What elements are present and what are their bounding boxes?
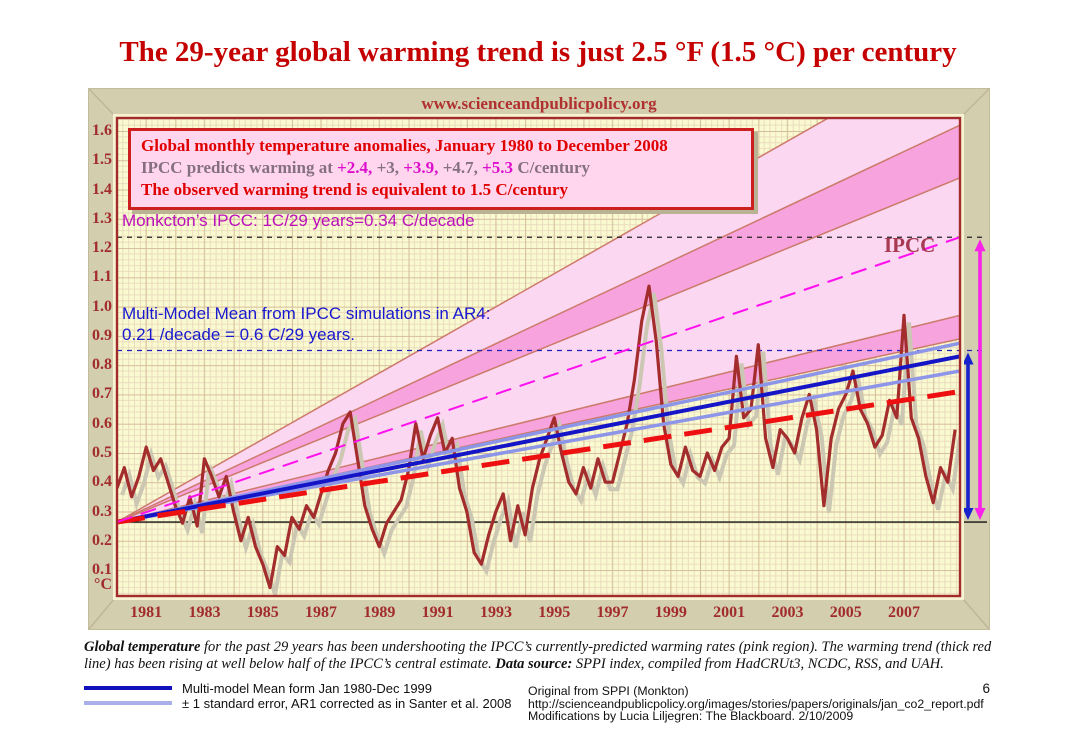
reference-lines xyxy=(117,236,987,523)
x-tick-label: 1991 xyxy=(421,604,454,621)
multimodel-annotation-line1: Multi-Model Mean from IPCC simulations i… xyxy=(122,304,491,323)
legend-line-1: Global monthly temperature anomalies, Ja… xyxy=(141,136,668,155)
y-tick-label: 0.9 xyxy=(92,326,112,344)
monckton-annotation: Monkcton’s IPCC: 1C/29 years=0.34 C/deca… xyxy=(122,211,475,230)
mean-line-label: Multi-model Mean form Jan 1980-Dec 1999 xyxy=(182,681,433,696)
multimodel-annotation-line2: 0.21 /decade = 0.6 C/29 years. xyxy=(122,325,355,344)
caption-bold-lead: Global temperature xyxy=(84,639,201,655)
temperature-series xyxy=(117,284,960,596)
ipcc-region-label: IPCC xyxy=(884,233,936,257)
legend-line-3: The observed warming trend is equivalent… xyxy=(141,180,569,199)
source-credits: Original from SPPI (Monkton) http://scie… xyxy=(528,685,984,723)
x-tick-label: 2005 xyxy=(829,604,862,621)
x-tick-label: 2003 xyxy=(771,604,804,621)
caption-text-1: for the past 29 years has been undershoo… xyxy=(84,639,992,672)
legend-line-2: IPCC predicts warming at +2.4, +3, +3.9,… xyxy=(141,157,741,179)
stderr-line-label: ± 1 standard error, AR1 corrected as in … xyxy=(182,696,512,711)
credit-line-2: http://scienceandpublicpolicy.org/images… xyxy=(528,696,984,711)
bottom-legend-row-stderr: ± 1 standard error, AR1 corrected as in … xyxy=(84,696,511,711)
y-tick-label: 1.4 xyxy=(92,180,112,198)
y-tick-label: 0.8 xyxy=(92,356,112,374)
y-axis-unit: °C xyxy=(94,576,112,593)
mean-line-swatch xyxy=(84,686,172,690)
y-tick-label: 0.7 xyxy=(92,385,112,403)
bottom-legend-row-mean: Multi-model Mean form Jan 1980-Dec 1999 xyxy=(84,681,432,696)
credit-line-1: Original from SPPI (Monkton) xyxy=(528,684,689,698)
plot-border xyxy=(115,116,962,598)
page-title: The 29-year global warming trend is just… xyxy=(119,36,957,68)
y-tick-label: 1.5 xyxy=(92,151,112,169)
y-tick-label: 1.1 xyxy=(92,268,112,286)
chart-legend-box: Global monthly temperature anomalies, Ja… xyxy=(128,128,754,210)
caption-text-2: SPPI index, compiled from HadCRUt3, NCDC… xyxy=(572,656,944,672)
watermark-url: www.scienceandpublicpolicy.org xyxy=(421,94,657,113)
multimodel-annotation: Multi-Model Mean from IPCC simulations i… xyxy=(122,303,490,345)
frame-bevels xyxy=(88,88,990,630)
x-tick-label: 1987 xyxy=(305,604,338,621)
range-arrows xyxy=(962,239,986,521)
legend-line-2-text: IPCC predicts warming at xyxy=(141,158,338,177)
x-tick-label: 1995 xyxy=(538,604,571,621)
legend-line-2-text: C/century xyxy=(513,158,591,177)
ipcc-rate-value: +5.3 xyxy=(482,158,514,177)
x-tick-label: 1989 xyxy=(363,604,396,621)
ipcc-rate-value: +2.4, xyxy=(337,158,373,177)
y-tick-label: 0.5 xyxy=(92,443,112,461)
y-tick-label: 1.3 xyxy=(92,209,112,227)
x-tick-label: 1993 xyxy=(479,604,512,621)
legend-line-2-text: +3, xyxy=(372,158,404,177)
y-tick-label: 0.4 xyxy=(92,473,112,491)
page-number: 6 xyxy=(982,681,990,696)
y-tick-label: 1.0 xyxy=(92,297,112,315)
y-tick-label: 0.3 xyxy=(92,502,112,520)
x-tick-label: 2001 xyxy=(713,604,746,621)
ipcc-rate-value: +3.9, xyxy=(403,158,439,177)
stderr-line-swatch xyxy=(84,701,172,705)
legend-line-2-text: +4.7, xyxy=(438,158,483,177)
x-tick-label: 1997 xyxy=(596,604,629,621)
plot-border-outer xyxy=(113,114,964,600)
y-tick-label: 0.2 xyxy=(92,531,112,549)
y-tick-label: 1.2 xyxy=(92,239,112,257)
x-tick-label: 1999 xyxy=(654,604,687,621)
y-tick-label: 0.6 xyxy=(92,414,112,432)
x-tick-label: 1983 xyxy=(188,604,221,621)
x-tick-label: 1985 xyxy=(246,604,279,621)
x-tick-label: 1981 xyxy=(130,604,163,621)
credit-line-3: Modifications by Lucia Liljegren: The Bl… xyxy=(528,709,854,723)
x-tick-label: 2007 xyxy=(888,604,921,621)
y-tick-label: 0.1 xyxy=(92,561,112,579)
figure-caption: Global temperature for the past 29 years… xyxy=(84,639,1000,673)
y-tick-label: 1.6 xyxy=(92,122,112,139)
caption-bold-datasource: Data source: xyxy=(495,656,573,672)
trend-lines xyxy=(117,236,960,525)
